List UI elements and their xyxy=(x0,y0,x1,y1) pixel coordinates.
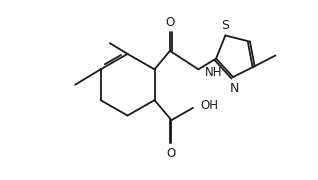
Text: N: N xyxy=(230,82,239,95)
Text: NH: NH xyxy=(204,66,222,79)
Text: S: S xyxy=(221,19,229,32)
Text: OH: OH xyxy=(201,99,219,112)
Text: O: O xyxy=(167,147,176,160)
Text: O: O xyxy=(165,15,175,28)
